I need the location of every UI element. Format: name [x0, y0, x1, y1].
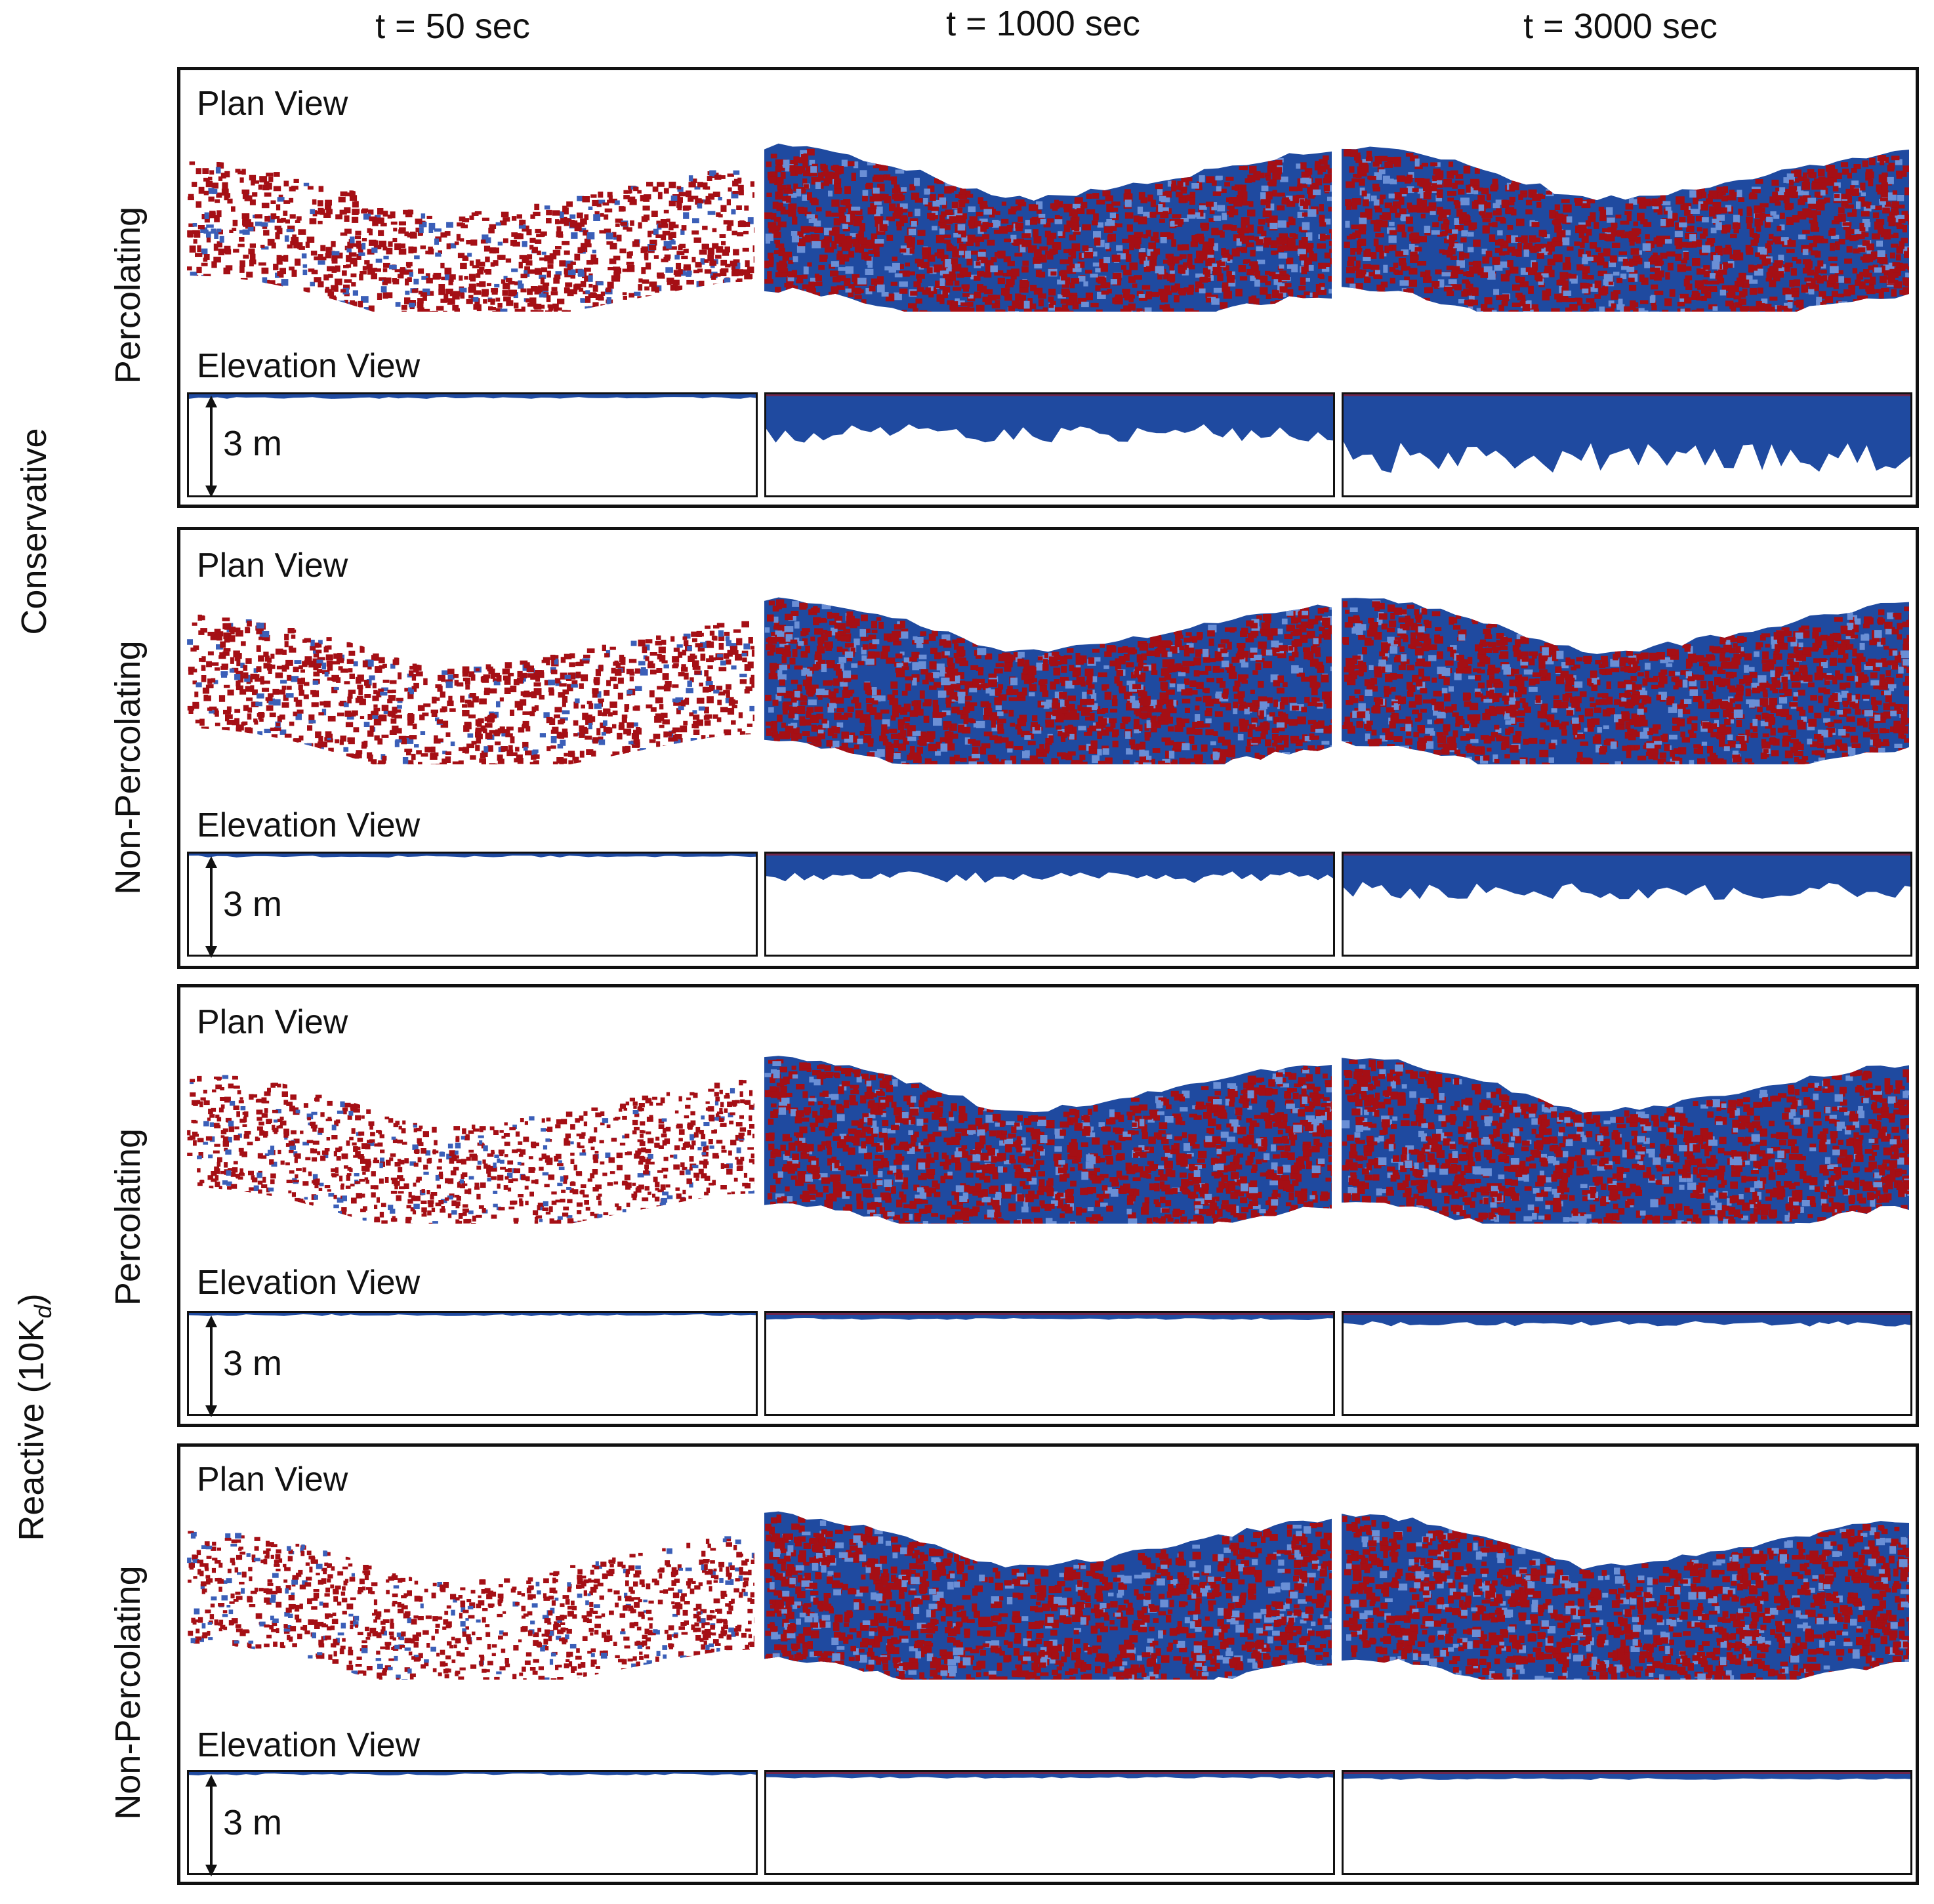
- scale-label: 3 m: [223, 1803, 283, 1842]
- plan-view-image: [764, 143, 1332, 312]
- scale-bar: 3 m: [203, 856, 282, 958]
- plan-view-image: [764, 1511, 1332, 1680]
- column-title-50s: t = 50 sec: [375, 7, 530, 46]
- row-label-conservative-percolating: Percolating: [108, 206, 148, 384]
- double-arrow-icon: [205, 856, 217, 958]
- surface-concentration-strip: [1344, 854, 1910, 856]
- elevation-view-label: Elevation View: [197, 1264, 421, 1302]
- column-title-1000s: t = 1000 sec: [946, 4, 1140, 43]
- reactive-label-subscript: d: [29, 1305, 56, 1319]
- elevation-view-image: [764, 1770, 1335, 1875]
- column-title-3000s: t = 3000 sec: [1523, 7, 1718, 46]
- scale-label: 3 m: [223, 884, 283, 924]
- plan-view-image: [1342, 1058, 1909, 1224]
- double-arrow-icon: [205, 1315, 217, 1417]
- row-label-conservative-non-percolating: Non-Percolating: [108, 640, 148, 895]
- elevation-view-image: [1342, 852, 1912, 957]
- surface-concentration-strip: [766, 854, 1333, 856]
- plan-view-image: [764, 597, 1332, 764]
- plume-depth-profile: [1344, 854, 1910, 900]
- surface-concentration-strip: [1344, 1313, 1910, 1315]
- plan-view-label: Plan View: [197, 1460, 348, 1499]
- plan-view-image: [1342, 598, 1909, 764]
- plan-view-image: [187, 613, 754, 764]
- plume-depth-profile: [766, 854, 1333, 883]
- plume-depth-profile: [189, 1313, 756, 1316]
- plume-depth-profile: [189, 854, 756, 858]
- row-label-reactive-percolating: Percolating: [108, 1128, 148, 1306]
- elevation-view-image: [764, 852, 1335, 957]
- elevation-view-image: [187, 392, 758, 497]
- elevation-view-image: [1342, 392, 1912, 497]
- elevation-view-image: [187, 1770, 758, 1875]
- plume-depth-profile: [1344, 1313, 1910, 1327]
- plume-depth-profile: [189, 394, 756, 399]
- elevation-view-image: [187, 852, 758, 957]
- group-label-reactive: Reactive (10Kd): [11, 1293, 57, 1541]
- plan-view-image: [1342, 1514, 1909, 1680]
- plan-view-image: [764, 1056, 1332, 1224]
- row-label-reactive-non-percolating: Non-Percolating: [108, 1565, 148, 1820]
- group-label-conservative: Conservative: [14, 428, 54, 635]
- panel-reactive-non-percolating: [177, 1443, 1919, 1885]
- elevation-view-label: Elevation View: [197, 806, 421, 844]
- surface-concentration-strip: [766, 394, 1333, 396]
- elevation-view-image: [1342, 1311, 1912, 1416]
- scale-bar: 3 m: [203, 1775, 282, 1876]
- plan-view-image: [1342, 146, 1909, 312]
- plan-view-image: [187, 1073, 754, 1224]
- plan-view-image: [187, 1529, 754, 1680]
- elevation-view-image: [764, 1311, 1335, 1416]
- elevation-view-label: Elevation View: [197, 1726, 421, 1764]
- surface-concentration-strip: [766, 1772, 1333, 1774]
- panel-conservative-percolating: [177, 67, 1919, 508]
- plan-view-label: Plan View: [197, 547, 348, 585]
- double-arrow-icon: [205, 1775, 217, 1876]
- plan-view-label: Plan View: [197, 1003, 348, 1041]
- panel-reactive-percolating: [177, 984, 1919, 1427]
- elevation-view-label: Elevation View: [197, 347, 421, 385]
- plume-depth-profile: [189, 1772, 756, 1775]
- surface-concentration-strip: [1344, 1772, 1910, 1774]
- plan-view-image: [187, 161, 754, 312]
- plan-view-label: Plan View: [197, 85, 348, 123]
- elevation-view-image: [764, 392, 1335, 497]
- scale-bar: 3 m: [203, 1315, 282, 1417]
- scale-label: 3 m: [223, 1344, 283, 1383]
- scale-label: 3 m: [223, 424, 283, 463]
- elevation-view-image: [187, 1311, 758, 1416]
- plume-depth-profile: [766, 394, 1333, 443]
- surface-concentration-strip: [766, 1313, 1333, 1315]
- scale-bar: 3 m: [203, 396, 282, 497]
- plume-depth-profile: [1344, 394, 1910, 473]
- double-arrow-icon: [205, 396, 217, 497]
- surface-concentration-strip: [1344, 394, 1910, 396]
- reactive-label-text: Reactive (10K: [12, 1318, 52, 1541]
- plume-band: [764, 143, 1332, 312]
- elevation-view-image: [1342, 1770, 1912, 1875]
- reactive-label-suffix: ): [12, 1293, 52, 1306]
- panel-conservative-non-percolating: [177, 527, 1919, 969]
